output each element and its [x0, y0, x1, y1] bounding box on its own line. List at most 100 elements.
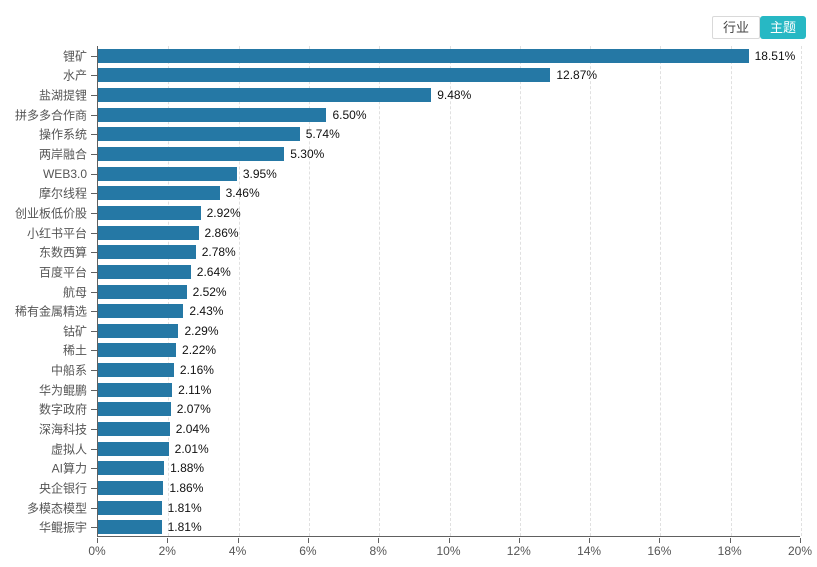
x-axis-tick — [518, 538, 520, 543]
bar[interactable] — [98, 107, 327, 122]
gridline — [660, 46, 662, 536]
y-axis-tick — [91, 95, 97, 97]
bar[interactable] — [98, 500, 162, 515]
x-axis-tick — [448, 538, 450, 543]
y-axis-tick — [91, 134, 97, 136]
bar[interactable] — [98, 166, 237, 181]
bar[interactable] — [98, 421, 170, 436]
bar-value-label: 2.22% — [182, 343, 217, 358]
bar[interactable] — [98, 225, 199, 240]
bar[interactable] — [98, 48, 749, 63]
x-axis-tick-label: 8% — [369, 544, 387, 558]
category-label: 操作系统 — [38, 127, 87, 142]
y-axis-tick — [91, 507, 97, 509]
bar[interactable] — [98, 382, 173, 397]
x-axis-tick-label: 2% — [158, 544, 176, 558]
x-axis-tick — [237, 538, 239, 543]
y-axis-tick — [91, 232, 97, 234]
bar-value-label: 2.86% — [204, 225, 239, 240]
bar-value-label: 12.87% — [556, 68, 598, 83]
category-label: 两岸融合 — [38, 147, 87, 162]
x-axis-tick — [729, 538, 731, 543]
category-label: 稀土 — [62, 343, 87, 358]
bar[interactable] — [98, 461, 165, 476]
bar-value-label: 2.52% — [192, 284, 227, 299]
category-label: 华为鲲鹏 — [38, 383, 87, 398]
gridline — [590, 46, 592, 536]
y-axis-tick — [91, 527, 97, 529]
bar-value-label: 2.01% — [174, 441, 209, 456]
y-axis-tick — [91, 271, 97, 273]
gridline — [449, 46, 451, 536]
x-axis-tick — [659, 538, 661, 543]
x-axis-tick-label: 6% — [299, 544, 317, 558]
y-axis-tick — [91, 311, 97, 313]
bar[interactable] — [98, 284, 187, 299]
category-label: 华鲲振宇 — [38, 520, 87, 535]
bar[interactable] — [98, 205, 201, 220]
bar[interactable] — [98, 323, 179, 338]
bar-value-label: 2.78% — [201, 245, 236, 260]
bar-value-label: 2.16% — [179, 363, 214, 378]
category-label: 央企银行 — [38, 481, 87, 496]
x-axis-tick — [167, 538, 169, 543]
bar-value-label: 1.86% — [169, 480, 204, 495]
bar-value-label: 2.11% — [178, 382, 212, 397]
bar-value-label: 9.48% — [437, 88, 472, 103]
bar-value-label: 18.51% — [754, 48, 796, 63]
bar[interactable] — [98, 402, 171, 417]
category-label: 中船系 — [50, 363, 87, 378]
plot-area: 18.51% 12.87% 9.48% 6.50% 5.74% 5.30% 3.95% 3.4… — [97, 46, 802, 537]
x-axis-tick-label: 4% — [228, 544, 247, 558]
category-label: 东数西算 — [38, 245, 87, 260]
category-label: 锂矿 — [62, 49, 87, 64]
bar-value-label: 3.46% — [225, 186, 260, 201]
bar-value-label: 5.74% — [305, 127, 340, 142]
tab-industry[interactable]: 行业 — [711, 16, 760, 39]
bar[interactable] — [98, 363, 174, 378]
x-axis-tick-label: 18% — [717, 544, 742, 558]
view-toggle: 行业 主题 — [711, 16, 806, 39]
y-axis-tick — [91, 330, 97, 332]
bar[interactable] — [98, 264, 191, 279]
y-axis-tick — [91, 389, 97, 391]
bar-value-label: 2.04% — [175, 421, 210, 436]
y-axis-tick — [91, 114, 97, 116]
y-axis-tick — [91, 252, 97, 254]
y-axis-tick — [91, 370, 97, 372]
bar[interactable] — [98, 343, 177, 358]
x-axis-tick-label: 12% — [506, 544, 531, 558]
category-label: 深海科技 — [38, 422, 87, 437]
x-axis-tick — [97, 538, 98, 543]
bar[interactable] — [98, 147, 285, 162]
bar[interactable] — [98, 127, 300, 142]
category-label: 水产 — [62, 68, 87, 83]
category-label: 稀有金属精选 — [14, 304, 87, 319]
bar[interactable] — [98, 441, 169, 456]
bar[interactable] — [98, 245, 196, 260]
bar[interactable] — [98, 520, 162, 535]
category-label: 航母 — [62, 285, 87, 299]
category-label: 盐湖提锂 — [38, 88, 87, 103]
gridline — [519, 46, 521, 536]
y-axis-tick — [91, 350, 97, 352]
y-axis-tick — [91, 173, 97, 175]
tab-theme[interactable]: 主题 — [759, 16, 806, 39]
y-axis-tick — [91, 448, 97, 450]
bar[interactable] — [98, 88, 432, 103]
category-label: 多模态模型 — [26, 501, 87, 516]
bar-value-label: 2.29% — [184, 323, 219, 338]
bar[interactable] — [98, 186, 220, 201]
bar[interactable] — [98, 68, 551, 83]
bar[interactable] — [98, 304, 184, 319]
bar-value-label: 1.88% — [170, 461, 205, 476]
y-axis-tick — [91, 409, 97, 411]
bar[interactable] — [98, 480, 164, 495]
x-axis-tick — [307, 538, 309, 543]
bar-value-label: 5.30% — [290, 147, 325, 162]
gridline — [730, 46, 732, 536]
gridline — [379, 46, 381, 536]
gridline — [801, 46, 802, 536]
y-axis-tick — [91, 154, 97, 156]
